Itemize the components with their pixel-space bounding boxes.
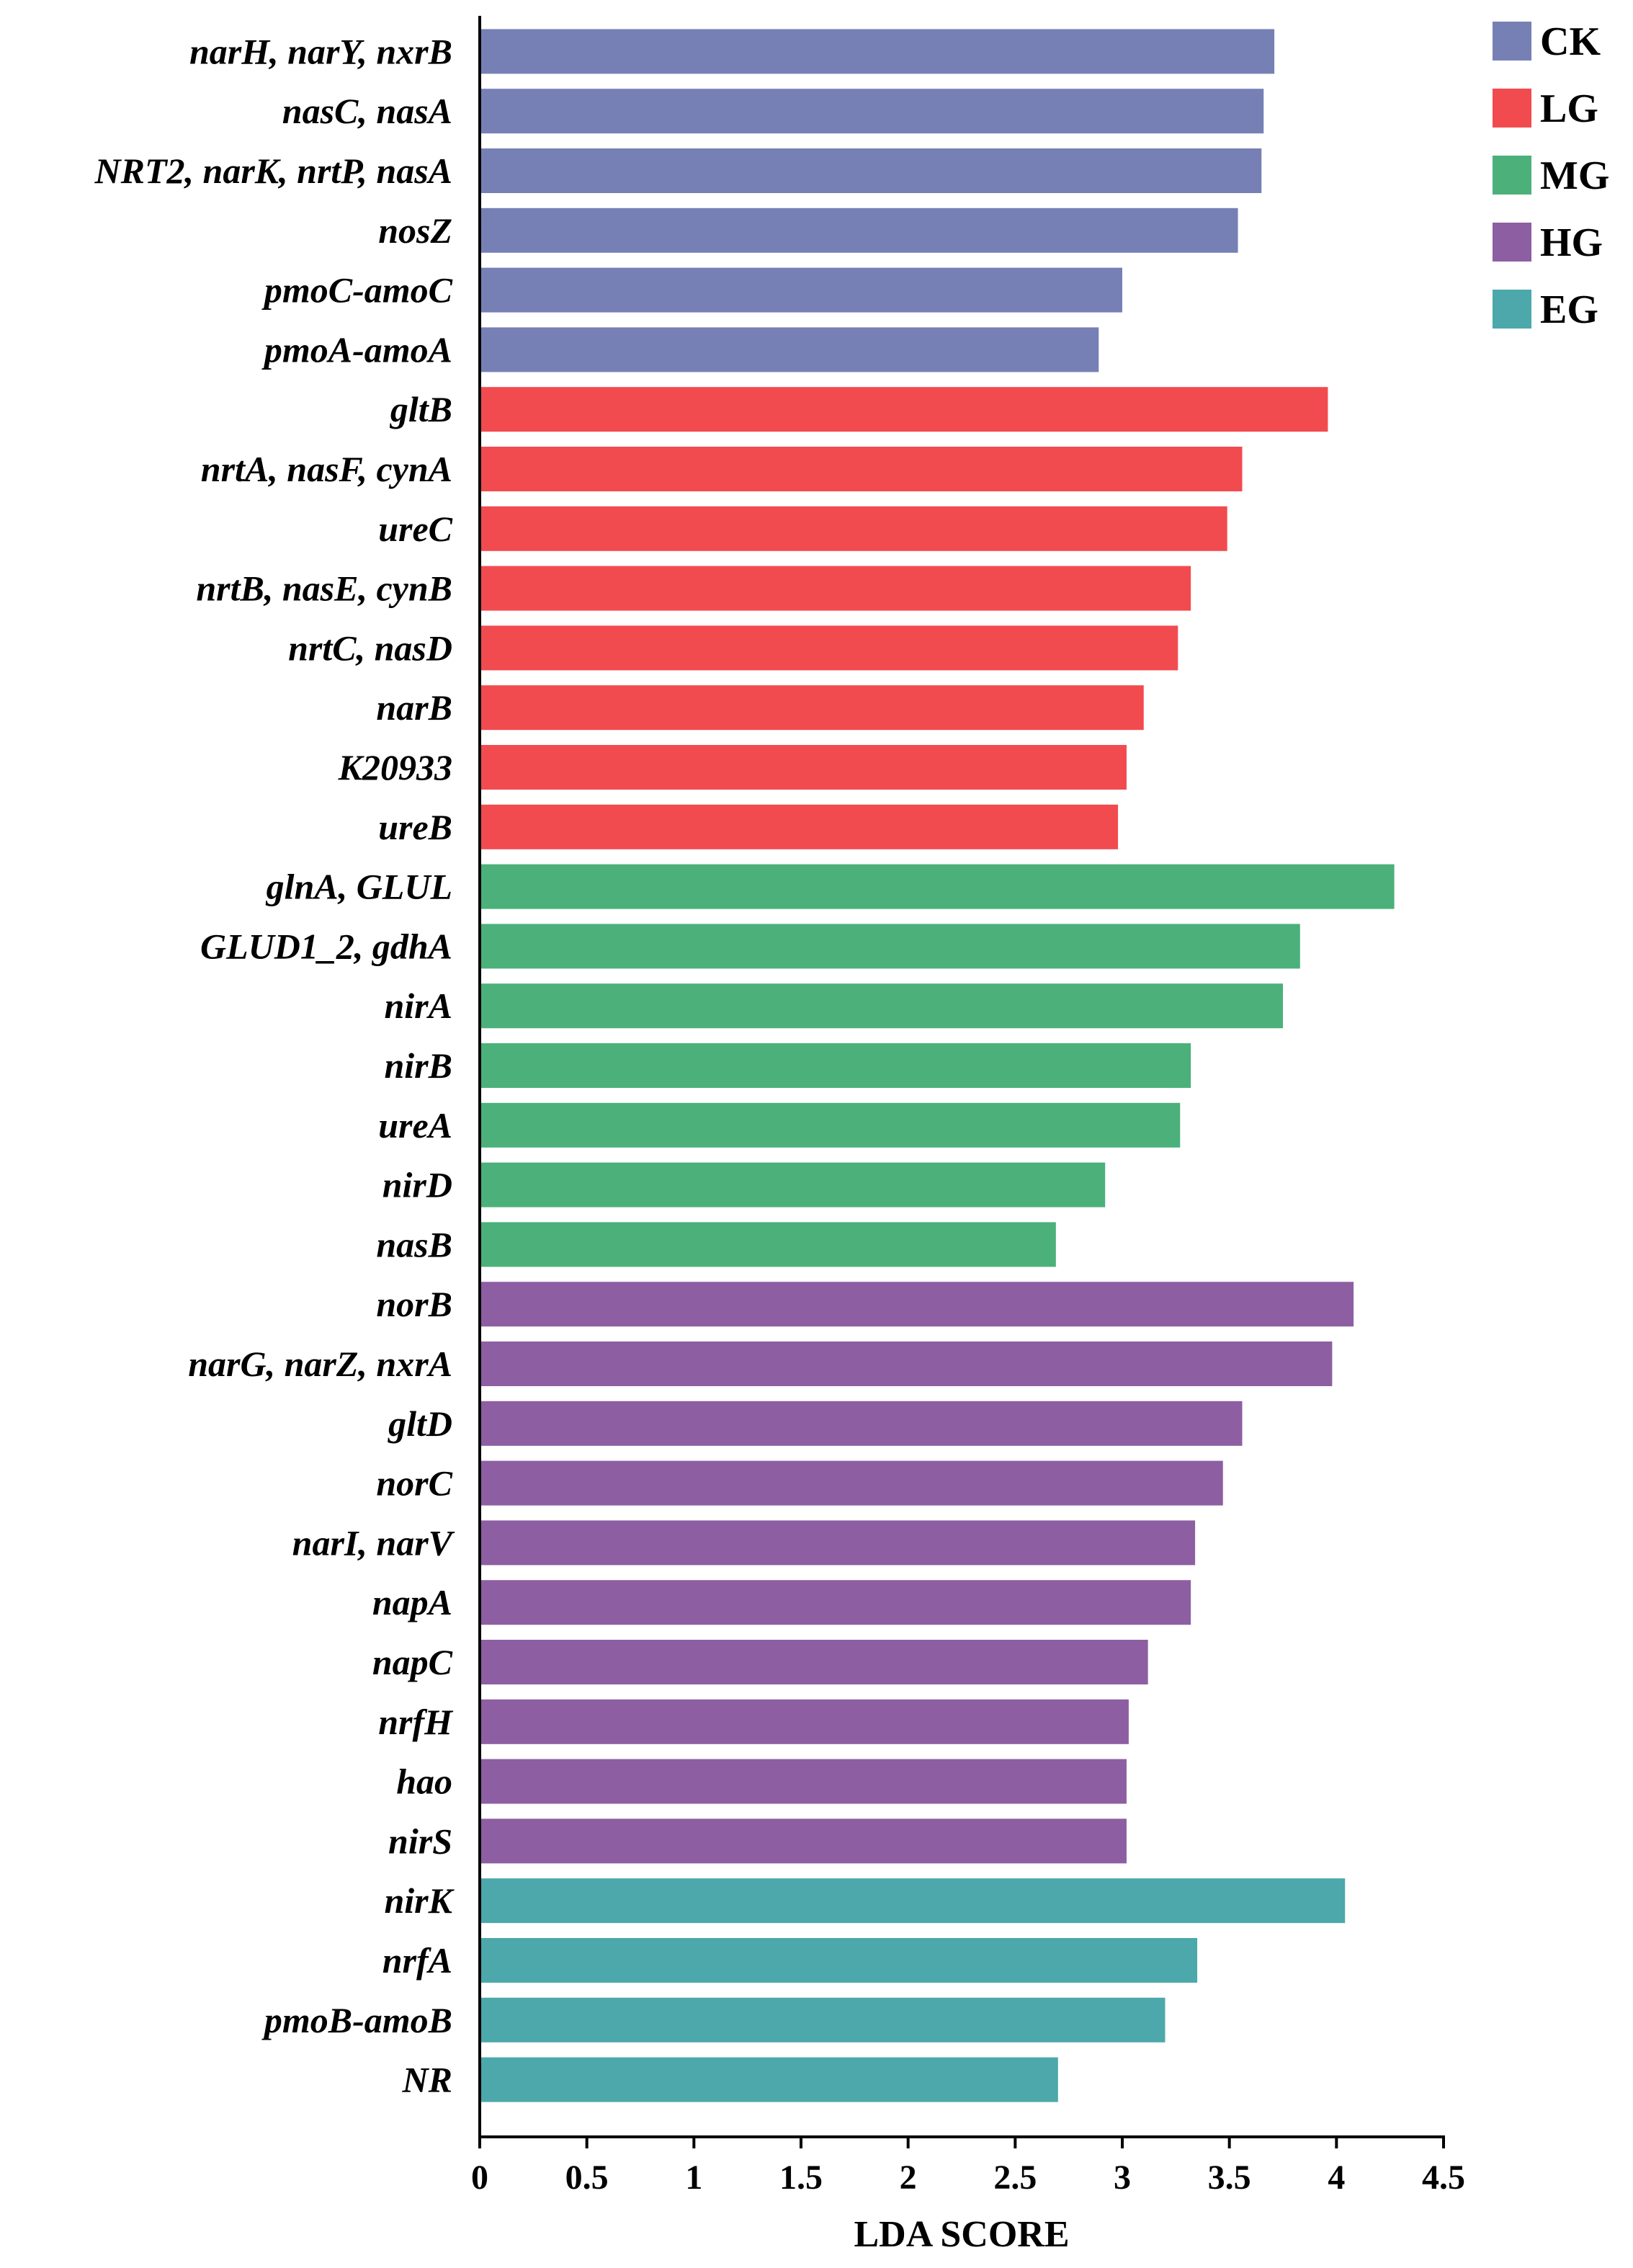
bar-label: nirK [384, 1880, 455, 1921]
bar [480, 1759, 1127, 1804]
bar [480, 267, 1122, 313]
x-tick-label: 0.5 [565, 2158, 609, 2197]
bar [480, 1520, 1196, 1566]
bar [480, 804, 1119, 849]
bar-label: narG, narZ, nxrA [188, 1344, 452, 1384]
x-axis-ticks: 0 0.5 1 1.5 2 2.5 3 3.5 4 4.5 [471, 2137, 1465, 2197]
bar-label: gltD [388, 1403, 452, 1444]
bar [480, 1043, 1191, 1088]
bar-label: ureA [378, 1105, 452, 1146]
bar-label: GLUD1_2, gdhA [200, 926, 452, 966]
bar [480, 1580, 1191, 1625]
legend-swatch [1493, 89, 1531, 128]
legend-swatch [1493, 156, 1531, 195]
bar [480, 745, 1127, 790]
bar [480, 89, 1264, 134]
bar [480, 864, 1395, 909]
bar-label: norC [376, 1463, 452, 1504]
legend: CK LG MG HG EG [1493, 19, 1609, 332]
bar [480, 1341, 1333, 1386]
bar-label: nasB [376, 1224, 452, 1264]
bar [480, 625, 1178, 671]
bar-label: hao [396, 1762, 452, 1802]
bar [480, 1997, 1166, 2042]
legend-label: EG [1540, 287, 1598, 332]
bar-label: narI, narV [292, 1522, 455, 1563]
bar [480, 924, 1300, 969]
bar [480, 387, 1328, 432]
bars-layer [480, 29, 1395, 2102]
bar [480, 1818, 1127, 1864]
bar [480, 1938, 1198, 1983]
bar-label: nrtC, nasD [288, 628, 452, 668]
bar-label: norB [376, 1284, 452, 1324]
bar [480, 207, 1238, 253]
bar-label: ureC [378, 509, 452, 549]
bar [480, 685, 1144, 731]
x-tick-label: 2.5 [993, 2158, 1037, 2197]
x-tick-label: 1 [685, 2158, 702, 2197]
bar-label: gltB [390, 389, 452, 429]
x-tick-label: 1.5 [779, 2158, 823, 2197]
bar [480, 566, 1191, 611]
x-tick-label: 3.5 [1208, 2158, 1251, 2197]
legend-label: LG [1540, 86, 1598, 131]
bar [480, 29, 1275, 74]
bar [480, 1222, 1056, 1267]
bar-label: nrtA, nasF, cynA [201, 449, 452, 489]
x-tick-label: 4 [1328, 2158, 1345, 2197]
bar-label: nasC, nasA [282, 91, 452, 131]
bar [480, 983, 1283, 1029]
legend-swatch [1493, 22, 1531, 61]
bar [480, 1282, 1354, 1327]
bar-label: nosZ [378, 210, 452, 251]
bar [480, 327, 1099, 372]
bar [480, 447, 1243, 491]
bar-label: nirA [384, 986, 452, 1026]
bar [480, 1640, 1148, 1684]
bar-label: pmoB-amoB [261, 2000, 452, 2040]
legend-swatch [1493, 290, 1531, 329]
bar-label: narH, narY, nxrB [189, 31, 452, 71]
bar [480, 1460, 1223, 1506]
bar [480, 148, 1262, 193]
bar-label: nirD [382, 1165, 452, 1205]
x-tick-label: 4.5 [1422, 2158, 1465, 2197]
category-labels: narH, narY, nxrB nasC, nasA NRT2, narK, nr… [94, 31, 455, 2099]
bar-label: narB [376, 687, 452, 728]
legend-label: MG [1540, 153, 1609, 198]
bar-label: NRT2, narK, nrtP, nasA [94, 151, 452, 191]
bar [480, 2057, 1058, 2102]
legend-swatch [1493, 223, 1531, 262]
bar-label: NR [402, 2060, 452, 2100]
bar-label: napA [372, 1582, 452, 1622]
bar-label: nirS [388, 1821, 452, 1861]
x-tick-label: 2 [900, 2158, 917, 2197]
bar [480, 1401, 1243, 1446]
bar-label: ureB [378, 807, 452, 847]
bar [480, 1102, 1181, 1148]
bar-label: K20933 [338, 747, 452, 787]
legend-label: HG [1540, 220, 1603, 265]
bar-label: nrtB, nasE, cynB [196, 568, 452, 609]
bar [480, 1878, 1346, 1924]
legend-label: CK [1540, 19, 1601, 64]
bar-label: nrfH [378, 1702, 454, 1742]
x-tick-label: 3 [1114, 2158, 1131, 2197]
x-tick-label: 0 [471, 2158, 488, 2197]
bar [480, 1699, 1129, 1744]
bar-label: nrfA [382, 1940, 452, 1981]
bar-label: napC [372, 1642, 453, 1682]
x-axis-title: LDA SCORE [854, 2214, 1069, 2255]
bar-label: glnA, GLUL [266, 867, 452, 907]
bar [480, 506, 1227, 551]
bar-label: pmoC-amoC [261, 270, 453, 311]
bar-label: pmoA-amoA [261, 329, 452, 370]
bar-label: nirB [384, 1045, 452, 1086]
bar [480, 1162, 1106, 1207]
